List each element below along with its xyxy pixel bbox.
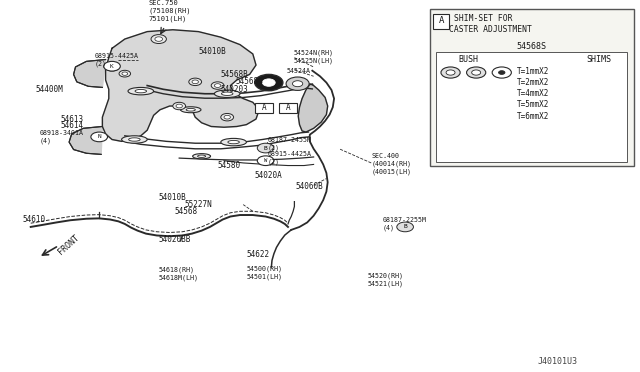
Circle shape [492,67,511,78]
Text: 54520(RH)
54521(LH): 54520(RH) 54521(LH) [368,273,404,287]
Bar [279,103,297,113]
Text: 08187-2455M
(2): 08187-2455M (2) [268,137,312,151]
Bar [255,103,273,113]
Text: 08915-4425A
(2): 08915-4425A (2) [268,151,312,165]
Circle shape [467,67,486,78]
Circle shape [119,70,131,77]
Text: FRONT: FRONT [56,233,81,256]
Text: 54580: 54580 [218,161,241,170]
Circle shape [499,71,505,74]
Ellipse shape [180,107,201,113]
Text: 54614: 54614 [61,121,84,130]
Bar [436,52,627,162]
Text: J40101U3: J40101U3 [538,357,578,366]
Circle shape [221,113,234,121]
Ellipse shape [214,90,240,97]
Text: B: B [264,145,268,151]
Text: CASTER ADJUSTMENT: CASTER ADJUSTMENT [449,25,532,34]
Ellipse shape [135,89,147,93]
Circle shape [262,79,275,86]
Polygon shape [102,30,259,141]
Bar [433,14,449,29]
Text: 54500(RH)
54501(LH): 54500(RH) 54501(LH) [246,265,282,279]
Bar [430,9,634,166]
Circle shape [224,115,230,119]
Ellipse shape [228,140,239,144]
Polygon shape [69,126,102,154]
Text: 54060B: 54060B [296,182,323,191]
Circle shape [292,81,303,87]
Circle shape [105,63,119,71]
Text: T=4mmX2: T=4mmX2 [516,89,549,98]
Circle shape [155,37,163,41]
Text: 540203: 540203 [221,85,248,94]
Ellipse shape [186,108,195,111]
Circle shape [472,70,481,75]
Circle shape [446,70,455,75]
Text: 54010B: 54010B [159,193,186,202]
Text: 08915-4425A
(2): 08915-4425A (2) [95,52,139,67]
Text: 54618(RH)
54618M(LH): 54618(RH) 54618M(LH) [159,266,198,280]
Ellipse shape [122,136,147,143]
Text: SHIMS: SHIMS [586,55,611,64]
Text: 54400M: 54400M [35,85,63,94]
Text: SEC.750
(75108(RH)
75101(LH): SEC.750 (75108(RH) 75101(LH) [148,0,191,22]
Circle shape [192,80,198,84]
Circle shape [173,102,186,110]
Text: 54524A: 54524A [287,68,311,74]
Circle shape [176,104,182,108]
Text: 54568B: 54568B [236,77,263,86]
Circle shape [122,72,128,75]
Ellipse shape [193,154,211,159]
Text: 54568S: 54568S [517,42,547,51]
Text: SEC.400
(40014(RH)
(40015(LH): SEC.400 (40014(RH) (40015(LH) [371,153,412,175]
Text: T=2mmX2: T=2mmX2 [516,78,549,87]
Text: 54524N(RH)
54525N(LH): 54524N(RH) 54525N(LH) [293,49,333,64]
Text: 54622: 54622 [246,250,269,259]
Polygon shape [298,84,328,132]
Text: 54010B: 54010B [198,47,226,56]
Text: 08187-2255M
(4): 08187-2255M (4) [383,217,427,231]
Ellipse shape [129,138,140,141]
Text: T=6mmX2: T=6mmX2 [516,112,549,121]
Text: 54020A: 54020A [255,171,282,180]
Text: BUSH: BUSH [458,55,479,64]
Circle shape [104,61,120,71]
Text: T=5mmX2: T=5mmX2 [516,100,549,109]
Circle shape [211,82,224,89]
Text: 54610: 54610 [22,215,45,224]
Circle shape [286,77,309,90]
Text: 54568: 54568 [174,207,197,216]
Text: 55227N: 55227N [184,200,212,209]
Ellipse shape [221,138,246,146]
Ellipse shape [221,92,233,95]
Ellipse shape [128,87,154,95]
Circle shape [189,78,202,86]
Text: SHIM-SET FOR: SHIM-SET FOR [454,14,513,23]
Ellipse shape [198,155,205,157]
Circle shape [257,156,274,166]
Text: 54568B: 54568B [221,70,248,79]
Text: N: N [97,134,101,140]
Text: 54020BB: 54020BB [159,235,191,244]
Text: B: B [403,224,407,230]
Circle shape [257,143,274,153]
Circle shape [214,84,221,87]
Text: 54613: 54613 [61,115,84,124]
Text: A: A [439,16,444,25]
Text: K: K [110,64,114,69]
Circle shape [109,65,115,69]
Polygon shape [74,60,106,87]
Text: A: A [261,103,266,112]
Text: W: W [264,158,268,163]
Text: A: A [285,103,291,112]
Circle shape [397,222,413,232]
Text: T=1mmX2: T=1mmX2 [516,67,549,76]
Text: 08918-3401A
(4): 08918-3401A (4) [40,130,84,144]
Circle shape [441,67,460,78]
Circle shape [255,74,283,91]
Circle shape [151,35,166,44]
Circle shape [91,132,108,142]
